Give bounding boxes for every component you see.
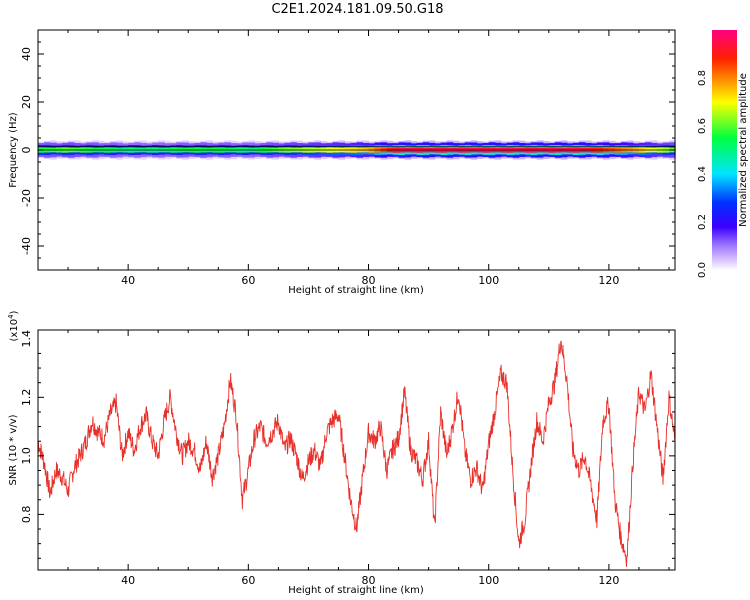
y-tick-label: 0 <box>20 147 33 154</box>
colorbar-tick-label: 0.2 <box>697 214 708 230</box>
y-tick-label: 1.4 <box>20 330 33 348</box>
snr-series-line <box>37 340 676 567</box>
x-tick-label: 80 <box>362 274 376 287</box>
y-tick-label: 1.2 <box>20 389 33 407</box>
line-frame <box>37 329 676 571</box>
chart-title: C2E1.2024.181.09.50.G18 <box>271 2 444 17</box>
x-tick-label: 80 <box>362 574 376 587</box>
y-tick-label: 20 <box>20 95 33 109</box>
colorbar-tick-label: 0.8 <box>697 70 708 86</box>
x-axis-label: Height of straight line (km) <box>288 585 424 596</box>
x-tick-label: 60 <box>241 274 255 287</box>
colorbar-tick-label: 0.0 <box>697 262 708 278</box>
y-tick-label: -20 <box>20 189 33 207</box>
x-tick-label: 120 <box>598 574 619 587</box>
y-tick-label: -40 <box>20 237 33 255</box>
x-axis-label: Height of straight line (km) <box>288 285 424 296</box>
snr-line-panel: 40 60 80 100 120 0.8 1.0 1.2 1.4 Height of straig… <box>7 310 676 596</box>
y-scale-label: (x104) <box>7 310 20 341</box>
y-tick-label: 1.0 <box>20 447 33 465</box>
colorbar-tick-label: 0.6 <box>697 118 708 134</box>
y-axis-label: Frequency (Hz) <box>8 112 19 188</box>
x-tick-label: 40 <box>121 574 135 587</box>
y-axis-label: SNR (10 * v/v) <box>8 414 19 485</box>
colorbar-tick-label: 0.4 <box>697 166 708 182</box>
heatmap-panel: 40 60 80 100 120 -40 -20 0 20 40 Height of straigh… <box>8 29 676 296</box>
x-tick-label: 60 <box>241 574 255 587</box>
x-tick-label: 100 <box>478 274 499 287</box>
y-tick-label: 0.8 <box>20 506 33 524</box>
colorbar-label: Normalized spectral amplitude <box>738 73 749 227</box>
colorbar: 0.0 0.2 0.4 0.6 0.8 Normalized spectral ampli… <box>697 30 749 278</box>
colorbar-gradient <box>712 30 737 270</box>
y-tick-label: 40 <box>20 47 33 61</box>
x-tick-label: 100 <box>478 574 499 587</box>
x-tick-label: 120 <box>598 274 619 287</box>
x-tick-label: 40 <box>121 274 135 287</box>
